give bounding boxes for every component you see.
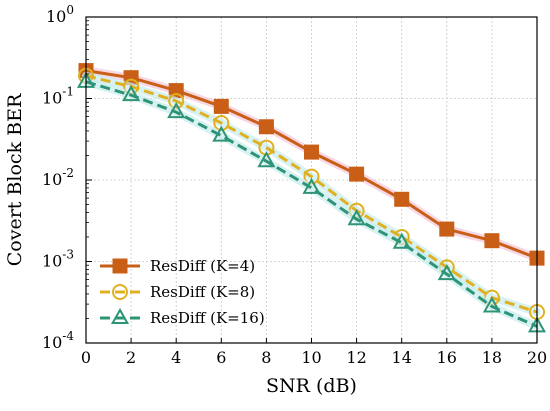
series-line [85, 80, 538, 328]
series-line [85, 74, 538, 314]
x-tick-label: 12 [346, 348, 366, 367]
legend-marker [112, 284, 128, 300]
y-tick-label: 100 [46, 3, 74, 26]
x-tick-label: 6 [216, 348, 226, 367]
data-point [437, 264, 456, 281]
y-tick-label: 10-1 [42, 85, 74, 108]
legend-label: ResDiff (K=8) [150, 283, 255, 301]
data-point [484, 233, 500, 249]
x-tick-label: 4 [171, 348, 181, 367]
data-point [167, 102, 186, 119]
data-point [213, 98, 229, 114]
legend-entry: ResDiff (K=8) [100, 283, 255, 301]
legend: ResDiff (K=4) ResDiff (K=8) ResDiff (K=16) [100, 257, 265, 327]
x-tick-label: 18 [482, 348, 502, 367]
x-axis-title: SNR (dB) [266, 375, 357, 397]
data-point [257, 151, 276, 168]
x-tick-label: 0 [81, 348, 91, 367]
series-3 [76, 71, 547, 333]
x-tick-label: 10 [301, 348, 321, 367]
legend-label: ResDiff (K=4) [150, 257, 255, 275]
data-point [347, 209, 366, 226]
legend-entry: ResDiff (K=16) [100, 307, 265, 327]
data-point [439, 221, 455, 237]
y-tick-label: 10-3 [42, 248, 74, 271]
y-tick-label: 10-2 [42, 166, 74, 189]
data-point [482, 296, 501, 313]
x-tick-label: 20 [527, 348, 547, 367]
x-tick-label: 16 [437, 348, 457, 367]
legend-entry: ResDiff (K=4) [100, 257, 255, 275]
x-tick-label: 14 [392, 348, 412, 367]
x-tick-label: 8 [261, 348, 271, 367]
data-point [349, 166, 365, 182]
y-axis-title: Covert Block BER [4, 93, 26, 266]
data-point [392, 232, 411, 249]
data-point [122, 85, 141, 102]
legend-marker [110, 307, 130, 324]
data-point [258, 119, 274, 135]
data-point [304, 144, 319, 160]
tick-layer: 0 2 4 6 8 10 12 14 16 18 20 100 10-1 10-2 10-3 10-4 [42, 3, 547, 367]
data-point [394, 191, 410, 207]
x-tick-label: 2 [126, 348, 136, 367]
y-tick-label: 10-4 [42, 329, 74, 352]
legend-marker [112, 258, 128, 274]
data-point [213, 115, 230, 132]
data-point [212, 125, 231, 142]
series-layer [76, 63, 547, 333]
legend-label: ResDiff (K=16) [150, 309, 265, 327]
data-point [302, 177, 321, 194]
series-1 [78, 63, 545, 266]
